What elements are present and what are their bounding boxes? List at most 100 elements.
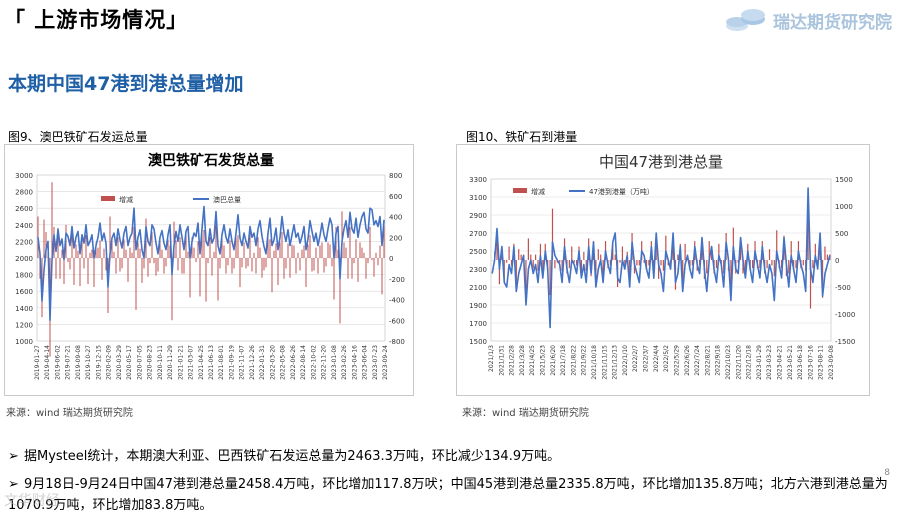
x-tick-label: 2020-10-11	[157, 345, 164, 380]
y-right-tick-label: 800	[389, 172, 402, 180]
delta-bar	[600, 254, 602, 260]
y-left-tick-label: 1400	[15, 305, 33, 313]
delta-bar	[518, 249, 520, 260]
y-left-tick-label: 2100	[469, 284, 487, 292]
x-tick-label: 2020-07-05	[136, 345, 143, 380]
delta-bar	[119, 258, 121, 272]
delta-bar	[265, 258, 267, 268]
x-tick-label: 2021-01-21	[177, 345, 184, 380]
delta-bar	[561, 260, 563, 271]
delta-bar	[301, 249, 303, 258]
delta-bar	[123, 239, 125, 258]
delta-bar	[515, 260, 517, 287]
delta-bar	[339, 258, 341, 324]
delta-bar	[137, 242, 139, 258]
delta-bar	[159, 237, 161, 258]
delta-bar	[227, 258, 229, 266]
delta-bar	[826, 254, 828, 260]
chart-title: 中国47港到港总量	[599, 153, 723, 171]
delta-bar	[327, 242, 329, 258]
delta-bar	[281, 232, 283, 258]
y-left-tick-label: 1500	[469, 338, 487, 346]
delta-bar	[780, 260, 783, 269]
x-tick-label: 2022-10-02	[310, 345, 317, 380]
delta-bar	[369, 226, 371, 258]
delta-bar	[177, 258, 179, 271]
delta-bar	[113, 251, 115, 258]
delta-bar	[181, 258, 183, 274]
delta-bar	[275, 243, 277, 258]
delta-bar	[189, 258, 191, 298]
delta-bar	[351, 258, 353, 279]
delta-bar	[81, 234, 83, 258]
bullet-shipments: ➢ 据Mysteel统计，本期澳大利亚、巴西铁矿石发运总量为2463.3万吨，环比…	[8, 446, 893, 467]
x-tick-label: 2022/1/10	[622, 345, 629, 376]
delta-bar	[91, 249, 93, 258]
delta-bar	[59, 258, 61, 279]
delta-bar	[149, 258, 151, 264]
x-tick-label: 2022/3/7	[643, 345, 650, 372]
delta-bar	[317, 258, 319, 274]
delta-bar	[549, 260, 551, 296]
x-tick-label: 2022/5/29	[673, 345, 680, 376]
x-tick-label: 2022/8/21	[704, 345, 711, 376]
x-tick-label: 2023-06-04	[362, 345, 369, 380]
coins-icon	[726, 9, 765, 31]
delta-bar	[193, 247, 195, 258]
delta-bar	[243, 242, 245, 258]
delta-bar	[682, 260, 684, 287]
delta-bar	[85, 235, 87, 258]
delta-bar	[287, 243, 289, 258]
delta-bar	[337, 249, 339, 258]
delta-bar	[55, 258, 57, 279]
delta-bar	[43, 219, 45, 258]
delta-bar	[105, 258, 107, 271]
delta-bar	[311, 258, 313, 272]
x-tick-label: 2021/6/20	[550, 345, 557, 376]
x-tick-label: 2023-04-16	[351, 345, 358, 380]
legend-label-delta: 增减	[531, 187, 545, 196]
delta-bar	[103, 248, 105, 258]
delta-bar	[233, 258, 235, 269]
delta-bar	[542, 260, 544, 274]
y-left-tick-label: 2900	[469, 212, 487, 220]
delta-bar	[660, 260, 662, 266]
delta-bar	[554, 260, 556, 269]
delta-bar	[614, 254, 616, 260]
delta-bar	[111, 238, 113, 258]
bullet-text-1: 据Mysteel统计，本期澳大利亚、巴西铁矿石发运总量为2463.3万吨，环比减…	[24, 449, 561, 464]
delta-bar	[109, 216, 111, 258]
delta-bar	[57, 229, 59, 258]
delta-bar	[766, 260, 768, 269]
x-tick-label: 2023-08-11	[818, 345, 825, 380]
delta-bar	[143, 258, 145, 269]
delta-bar	[217, 258, 219, 301]
delta-bar	[744, 260, 746, 271]
delta-bar	[802, 260, 804, 266]
delta-bar	[89, 252, 91, 258]
delta-bar	[585, 260, 587, 271]
delta-bar	[812, 260, 814, 269]
delta-bar	[241, 258, 243, 268]
y-left-tick-label: 3100	[469, 194, 487, 202]
delta-bar	[665, 235, 667, 260]
y-left-tick-label: 3300	[469, 176, 487, 184]
delta-bar	[77, 250, 79, 258]
x-tick-label: 2022/6/26	[684, 345, 691, 376]
y-right-tick-label: -1500	[835, 338, 855, 346]
x-tick-label: 2022-08-14	[300, 345, 307, 380]
delta-bar	[645, 260, 648, 269]
delta-bar	[313, 258, 315, 271]
delta-bar	[752, 260, 754, 269]
x-tick-label: 2021-12-26	[249, 345, 256, 380]
delta-bar	[737, 260, 739, 263]
delta-bar	[742, 260, 744, 274]
delta-bar	[795, 260, 797, 269]
x-tick-label: 2023-09-08	[828, 345, 835, 380]
delta-bar	[343, 242, 345, 258]
delta-bar	[213, 251, 215, 258]
delta-bar	[75, 244, 77, 258]
watermark: 文华财经	[4, 493, 60, 509]
source-note-2: 来源：wind 瑞达期货研究院	[462, 408, 589, 419]
delta-bar	[527, 238, 529, 260]
